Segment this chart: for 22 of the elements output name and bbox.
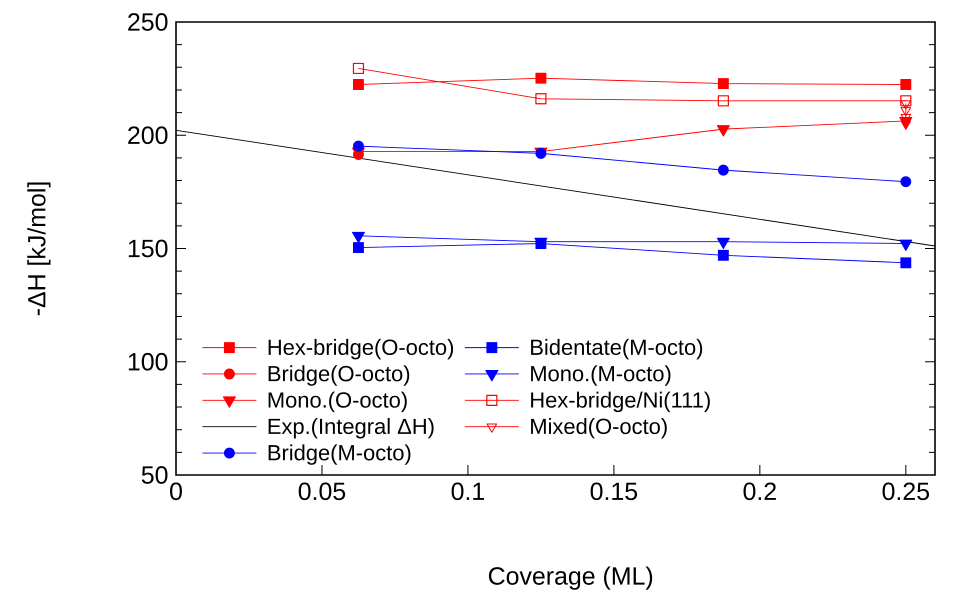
y-tick-label: 250 — [128, 13, 168, 31]
legend-label: Mixed(O-octo) — [531, 418, 667, 438]
legend-label: Hex-bridge/Ni(111) — [531, 392, 710, 412]
x-tick-label: 0.05 — [298, 482, 346, 500]
legend-label: Bridge(M-octo) — [268, 444, 410, 465]
x-tick-label: 0.1 — [452, 482, 484, 500]
x-tick-label: 0.15 — [590, 482, 638, 500]
x-tick-label: 0 — [170, 482, 182, 500]
x-tick-label: 0.25 — [882, 482, 930, 500]
x-axis-title: Coverage (ML) — [488, 566, 652, 590]
y-axis-title: -ΔH [kJ/mol] — [27, 182, 50, 316]
legend-label: Mono.(O-octo) — [268, 392, 407, 412]
legend-label: Bidentate(M-octo) — [531, 338, 702, 360]
legend-label: Hex-bridge(O-octo) — [268, 338, 454, 360]
x-tick-label: 0.2 — [744, 482, 776, 500]
y-tick-label: 50 — [142, 466, 168, 484]
legend-label: Exp.(Integral ΔH) — [268, 418, 434, 438]
legend-label: Bridge(O-octo) — [268, 365, 410, 386]
y-tick-label: 200 — [128, 126, 168, 144]
y-tick-label: 150 — [128, 240, 168, 258]
y-tick-label: 100 — [128, 352, 168, 371]
legend-label: Mono.(M-octo) — [531, 365, 670, 386]
